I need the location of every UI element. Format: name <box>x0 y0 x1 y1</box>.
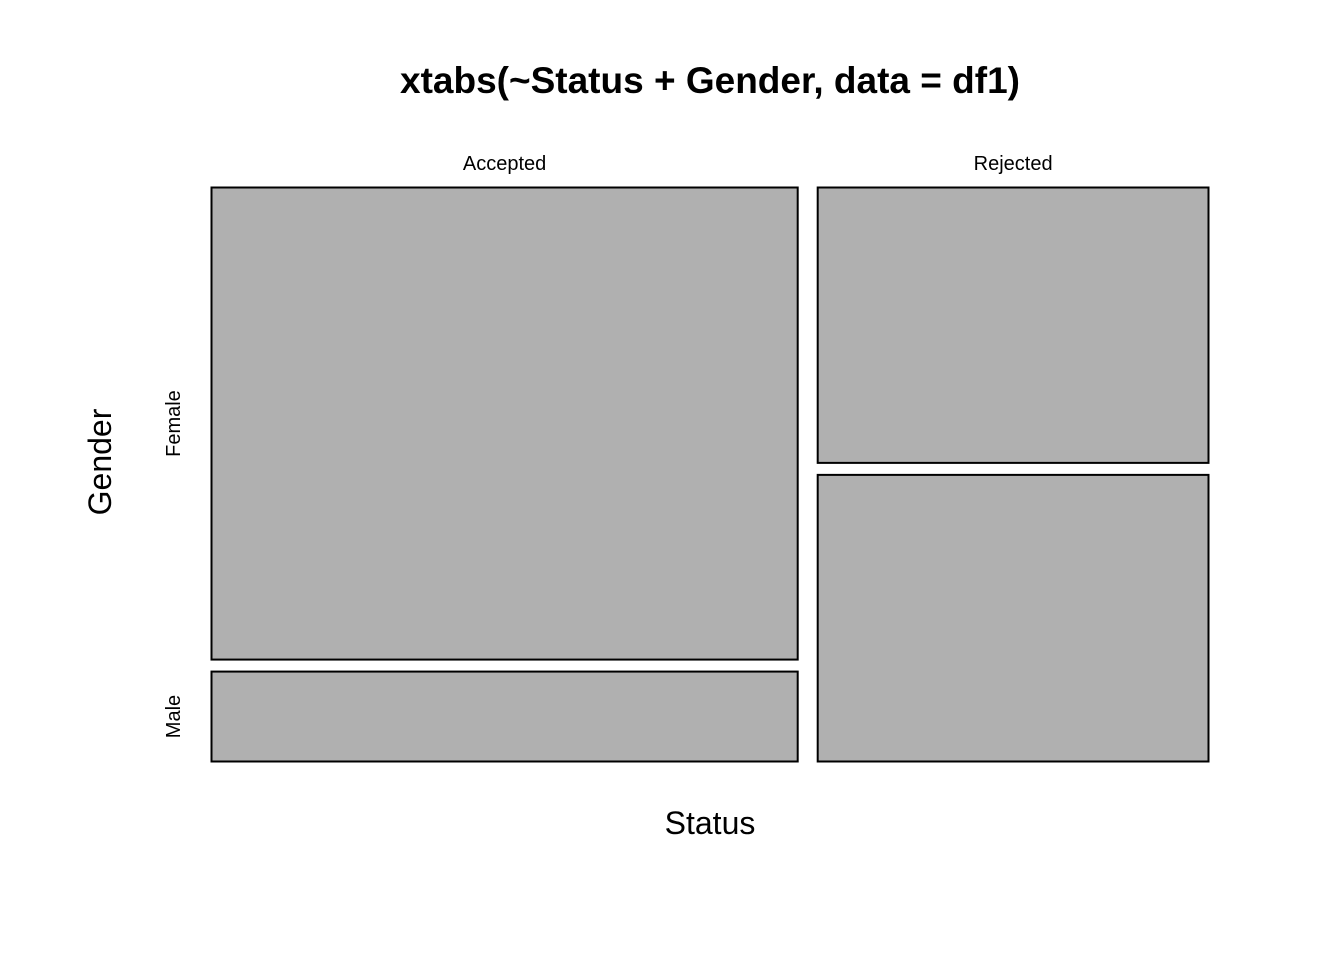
cell-accepted-male <box>210 670 799 763</box>
mosaic-cells <box>210 186 1210 763</box>
x-tick-labels: Accepted Rejected <box>463 153 1053 175</box>
y-axis-title: Gender <box>82 408 118 515</box>
chart-title: xtabs(~Status + Gender, data = df1) <box>400 60 1020 101</box>
cell-rejected-male <box>816 473 1210 763</box>
cell-rejected-female <box>816 186 1210 464</box>
y-tick-male: Male <box>163 695 185 738</box>
x-tick-rejected: Rejected <box>974 153 1053 175</box>
y-tick-female: Female <box>163 390 185 457</box>
cell-accepted-female <box>210 186 799 661</box>
y-tick-labels: Female Male <box>163 390 185 738</box>
x-tick-accepted: Accepted <box>463 153 546 175</box>
x-axis-title: Status <box>665 805 756 841</box>
